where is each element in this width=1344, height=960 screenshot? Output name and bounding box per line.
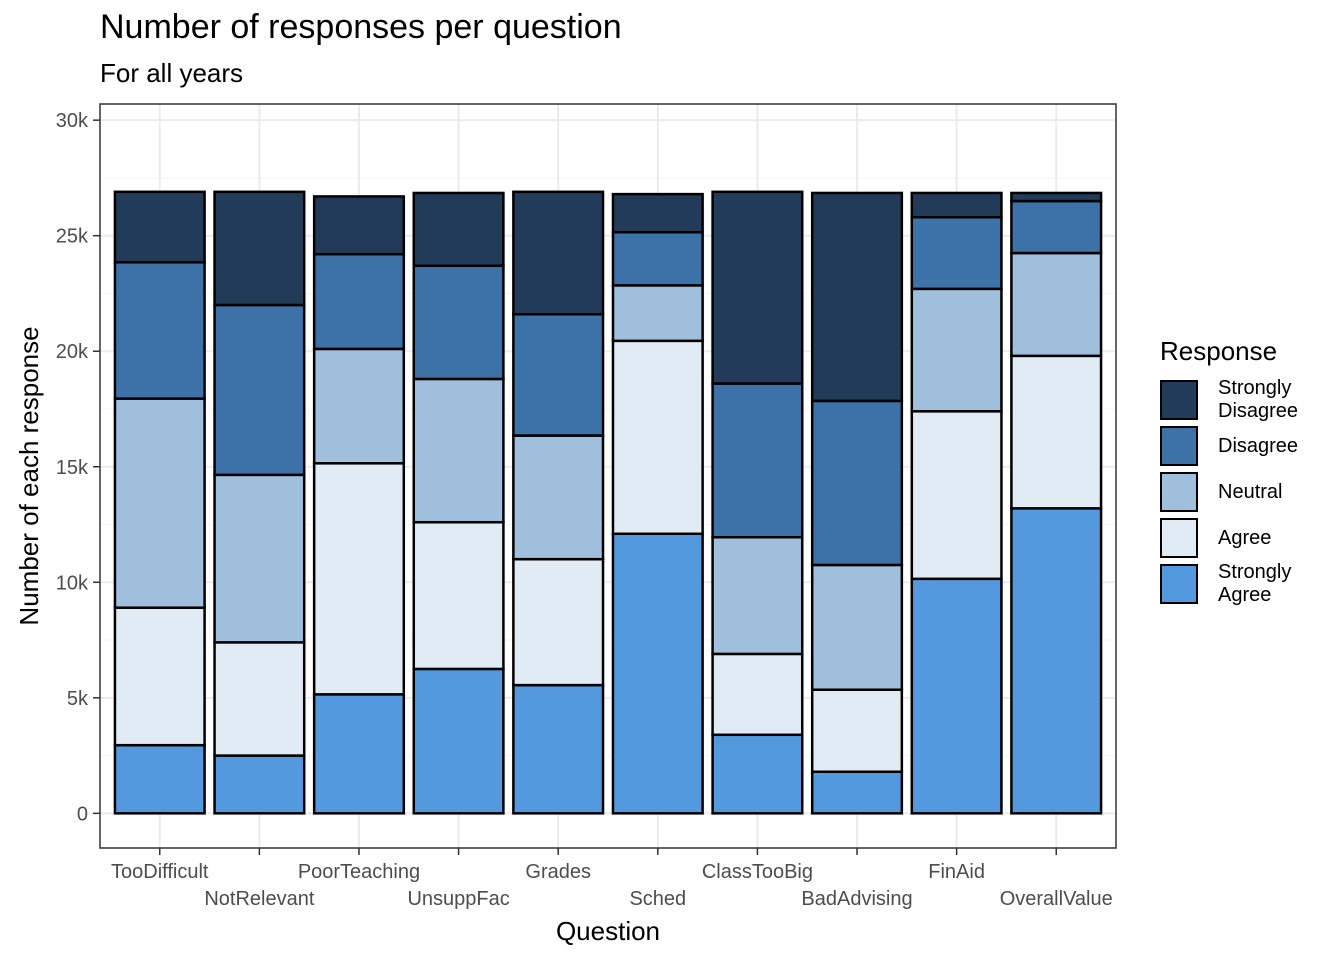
x-axis: TooDifficult NotRelevant PoorTeaching Unsup… — [111, 848, 1113, 910]
x-axis-title: Question — [556, 916, 660, 946]
bar-segment — [512, 190, 605, 316]
x-tick-label: FinAid — [928, 861, 985, 883]
bar-segment — [113, 743, 206, 815]
bar-segment — [412, 264, 505, 381]
bar-segment — [611, 230, 704, 287]
bar-segment — [1010, 354, 1103, 510]
legend-swatch — [1160, 564, 1198, 604]
y-tick-label: 20k — [56, 341, 89, 363]
x-tick-label: NotRelevant — [204, 888, 315, 910]
y-tick-label: 0 — [77, 803, 88, 825]
bar-segment — [711, 535, 804, 656]
bar-segment — [711, 190, 804, 385]
bar-segment — [512, 683, 605, 815]
bar-segment — [213, 641, 306, 757]
bar-segment — [412, 377, 505, 524]
bar-segment — [213, 754, 306, 815]
bar-segment — [312, 252, 406, 351]
legend-label: Strongly Agree — [1218, 561, 1292, 606]
bar-segment — [213, 303, 306, 477]
bars — [113, 190, 1103, 815]
legend: Response Strongly Disagree Disagree Neutral… — [1160, 336, 1328, 607]
bar-segment — [910, 410, 1003, 581]
bar-segment — [910, 191, 1003, 219]
bar-segment — [113, 261, 206, 400]
y-axis: 0 5k 10k 15k 20k 25k 30k — [56, 110, 100, 825]
legend-swatch — [1160, 426, 1198, 466]
legend-item: Agree — [1160, 515, 1328, 561]
x-tick-label: BadAdvising — [801, 888, 912, 910]
x-tick-label: Sched — [629, 888, 686, 910]
bar-segment — [810, 770, 904, 815]
bar-segment — [1010, 507, 1103, 815]
bar-segment — [810, 191, 904, 403]
bar-segment — [412, 520, 505, 671]
bar-segment — [810, 563, 904, 691]
legend-item: Disagree — [1160, 423, 1328, 469]
panel-border — [99, 103, 1117, 849]
bar-segment — [611, 339, 704, 536]
x-tick-label: ClassTooBig — [702, 861, 813, 883]
y-axis-title: Number of each response — [14, 326, 44, 625]
bar-segment — [711, 652, 804, 737]
bar-segment — [412, 667, 505, 815]
legend-item: Strongly Agree — [1160, 561, 1328, 607]
bar-segment — [312, 693, 406, 815]
bar-segment — [312, 195, 406, 256]
chart-subtitle: For all years — [100, 58, 244, 88]
legend-label: Agree — [1218, 526, 1272, 549]
x-tick-label: UnsuppFac — [407, 888, 509, 910]
bar-segment — [810, 399, 904, 567]
bar-segment — [512, 434, 605, 561]
bar-segment — [213, 190, 306, 307]
bar-segment — [412, 191, 505, 267]
y-tick-label: 15k — [56, 457, 89, 479]
bar-segment — [312, 462, 406, 696]
x-tick-label: TooDifficult — [111, 861, 209, 883]
legend-item: Strongly Disagree — [1160, 377, 1328, 423]
bar-segment — [910, 287, 1003, 413]
y-tick-label: 25k — [56, 226, 89, 248]
bar-segment — [1010, 199, 1103, 255]
legend-items: Strongly Disagree Disagree Neutral Agree Stro… — [1160, 377, 1328, 607]
x-tick-label: Grades — [525, 861, 591, 883]
bar-segment — [711, 733, 804, 815]
bar-segment — [711, 382, 804, 539]
bar-segment — [113, 606, 206, 747]
y-tick-label: 10k — [56, 572, 89, 594]
bar-segment — [1010, 191, 1103, 203]
bar-segment — [910, 215, 1003, 291]
x-tick-label: OverallValue — [1000, 888, 1113, 910]
bar-segment — [611, 284, 704, 343]
legend-swatch — [1160, 472, 1198, 512]
x-tick-label: PoorTeaching — [298, 861, 420, 883]
bar-segment — [910, 577, 1003, 815]
bar-segment — [113, 190, 206, 264]
legend-title: Response — [1160, 336, 1278, 366]
chart-title: Number of responses per question — [100, 8, 622, 46]
bar-segment — [312, 347, 406, 465]
legend-label: Strongly Disagree — [1218, 377, 1299, 422]
bar-segment — [1010, 251, 1103, 358]
bar-segment — [512, 557, 605, 687]
legend-swatch — [1160, 380, 1198, 420]
y-tick-label: 5k — [67, 688, 89, 710]
bar-segment — [611, 532, 704, 815]
legend-swatch — [1160, 518, 1198, 558]
legend-label: Disagree — [1218, 434, 1299, 457]
legend-item: Neutral — [1160, 469, 1328, 515]
bar-segment — [213, 473, 306, 644]
legend-label: Neutral — [1218, 480, 1283, 503]
bar-segment — [611, 192, 704, 234]
y-tick-label: 30k — [56, 110, 89, 132]
bar-segment — [512, 313, 605, 437]
bar-segment — [113, 397, 206, 609]
bar-segment — [810, 688, 904, 774]
